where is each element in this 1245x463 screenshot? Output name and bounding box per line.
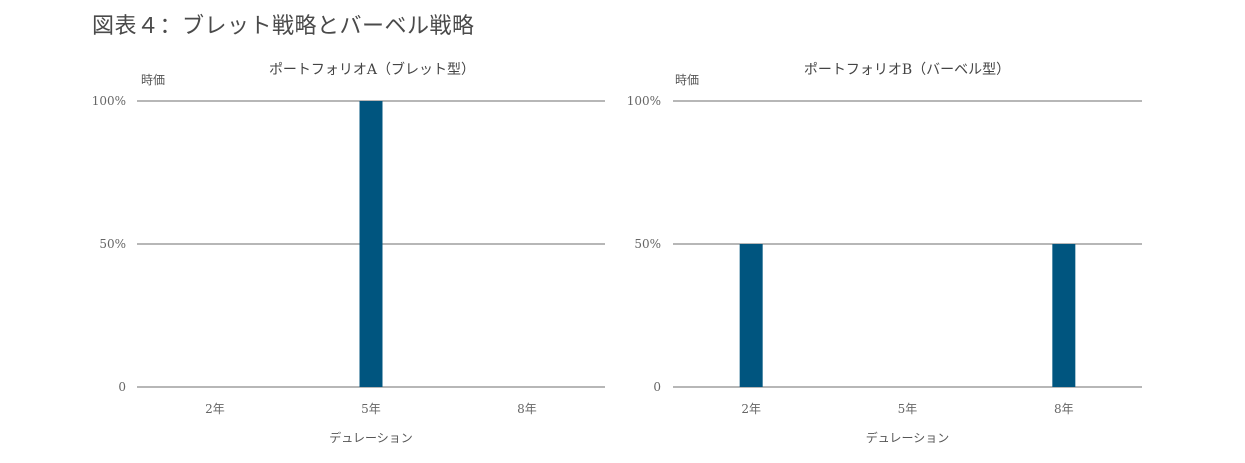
x-tick-label: 2年 — [741, 402, 761, 416]
x-tick-label: 8年 — [517, 402, 537, 416]
x-tick-label: 5年 — [361, 402, 381, 416]
y-axis-label: 時価 — [675, 73, 699, 87]
bar — [359, 101, 383, 387]
y-tick-label: 100% — [92, 94, 126, 108]
bar — [1052, 244, 1076, 387]
y-axis-label: 時価 — [141, 73, 165, 87]
x-tick-label: 5年 — [898, 402, 918, 416]
y-tick-label: 50% — [99, 237, 126, 251]
y-tick-label: 0 — [118, 380, 126, 394]
y-tick-label: 100% — [627, 94, 661, 108]
x-tick-label: 8年 — [1054, 402, 1074, 416]
y-tick-label: 0 — [653, 380, 661, 394]
x-axis-label: デュレーション — [866, 430, 950, 445]
figure-title: 図表４：ブレット戦略とバーベル戦略 — [92, 14, 475, 39]
chart-title: ポートフォリオB（バーベル型） — [804, 62, 1010, 78]
x-tick-label: 2年 — [205, 402, 225, 416]
y-tick-label: 50% — [634, 237, 661, 251]
chart-title: ポートフォリオA（ブレット型） — [269, 61, 475, 78]
x-axis-label: デュレーション — [329, 430, 413, 445]
bar — [739, 244, 763, 387]
